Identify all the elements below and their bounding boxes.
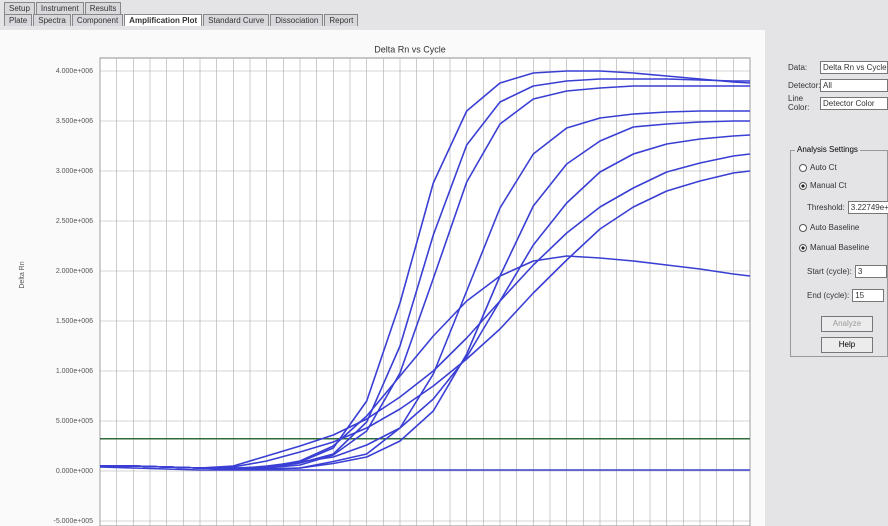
label: End (cycle): xyxy=(807,291,849,300)
line-color-select[interactable]: Detector Color xyxy=(820,97,888,110)
detector-row: Detector:All xyxy=(788,78,888,92)
y-tick-label: 3.500e+006 xyxy=(56,118,93,125)
tab[interactable]: Standard Curve xyxy=(203,14,269,26)
manual-baseline[interactable]: Manual Baseline xyxy=(799,243,869,252)
label: Manual Baseline xyxy=(810,243,869,252)
end-input[interactable]: 15 xyxy=(852,289,884,302)
tab[interactable]: Dissociation xyxy=(270,14,323,26)
tab[interactable]: Report xyxy=(324,14,358,26)
y-tick-label: 3.000e+006 xyxy=(56,168,93,175)
y-axis-label: Delta Rn xyxy=(19,261,26,288)
start-input[interactable]: 3 xyxy=(855,265,887,278)
chart-title: Delta Rn vs Cycle xyxy=(374,44,446,54)
tab[interactable]: Results xyxy=(85,2,122,14)
y-tick-label: 4.000e+006 xyxy=(56,68,93,75)
options-panel: Data:Delta Rn vs Cycle Detector:All Line… xyxy=(788,60,888,114)
threshold-input[interactable]: 3.22749e+ xyxy=(848,201,888,214)
start-cycle: Start (cycle):3 xyxy=(807,265,887,278)
auto-ct[interactable]: Auto Ct xyxy=(799,163,837,172)
y-tick-label: -5.000e+005 xyxy=(53,518,93,525)
analyze-button[interactable]: Analyze xyxy=(821,316,873,332)
label: Manual Ct xyxy=(810,181,846,190)
screen: SetupInstrumentResults PlateSpectraCompo… xyxy=(0,0,888,526)
label: Start (cycle): xyxy=(807,267,852,276)
tab[interactable]: Amplification Plot xyxy=(124,14,202,26)
label: Auto Ct xyxy=(810,163,837,172)
label: Auto Baseline xyxy=(810,223,859,232)
auto-baseline[interactable]: Auto Baseline xyxy=(799,223,859,232)
tab[interactable]: Setup xyxy=(4,2,35,14)
y-tick-label: 0.000e+000 xyxy=(56,468,93,475)
manual-ct[interactable]: Manual Ct xyxy=(799,181,846,190)
group-title: Analysis Settings xyxy=(795,145,860,154)
y-tick-label: 2.500e+006 xyxy=(56,218,93,225)
label: Data: xyxy=(788,63,820,72)
tab[interactable]: Component xyxy=(72,14,123,26)
end-cycle: End (cycle):15 xyxy=(807,289,884,302)
analysis-settings: Analysis Settings Auto Ct Manual Ct Thre… xyxy=(790,150,888,357)
data-select[interactable]: Delta Rn vs Cycle xyxy=(820,61,888,74)
label: Threshold: xyxy=(807,203,845,212)
y-tick-label: 5.000e+005 xyxy=(56,418,93,425)
chart: Delta Rn vs Cycle Delta Rn -5.000e+005 0.… xyxy=(0,30,765,526)
y-tick-label: 1.500e+006 xyxy=(56,318,93,325)
plot-area xyxy=(100,58,750,526)
threshold: Threshold:3.22749e+ xyxy=(807,201,888,214)
tab[interactable]: Spectra xyxy=(33,14,71,26)
help-button[interactable]: Help xyxy=(821,337,873,353)
tab[interactable]: Plate xyxy=(4,14,32,26)
tab[interactable]: Instrument xyxy=(36,2,84,14)
label: Detector: xyxy=(788,81,820,90)
detector-select[interactable]: All xyxy=(820,79,888,92)
label: Line Color: xyxy=(788,94,820,112)
line-color-row: Line Color:Detector Color xyxy=(788,96,888,110)
y-tick-label: 1.000e+006 xyxy=(56,368,93,375)
data-row: Data:Delta Rn vs Cycle xyxy=(788,60,888,74)
y-tick-label: 2.000e+006 xyxy=(56,268,93,275)
